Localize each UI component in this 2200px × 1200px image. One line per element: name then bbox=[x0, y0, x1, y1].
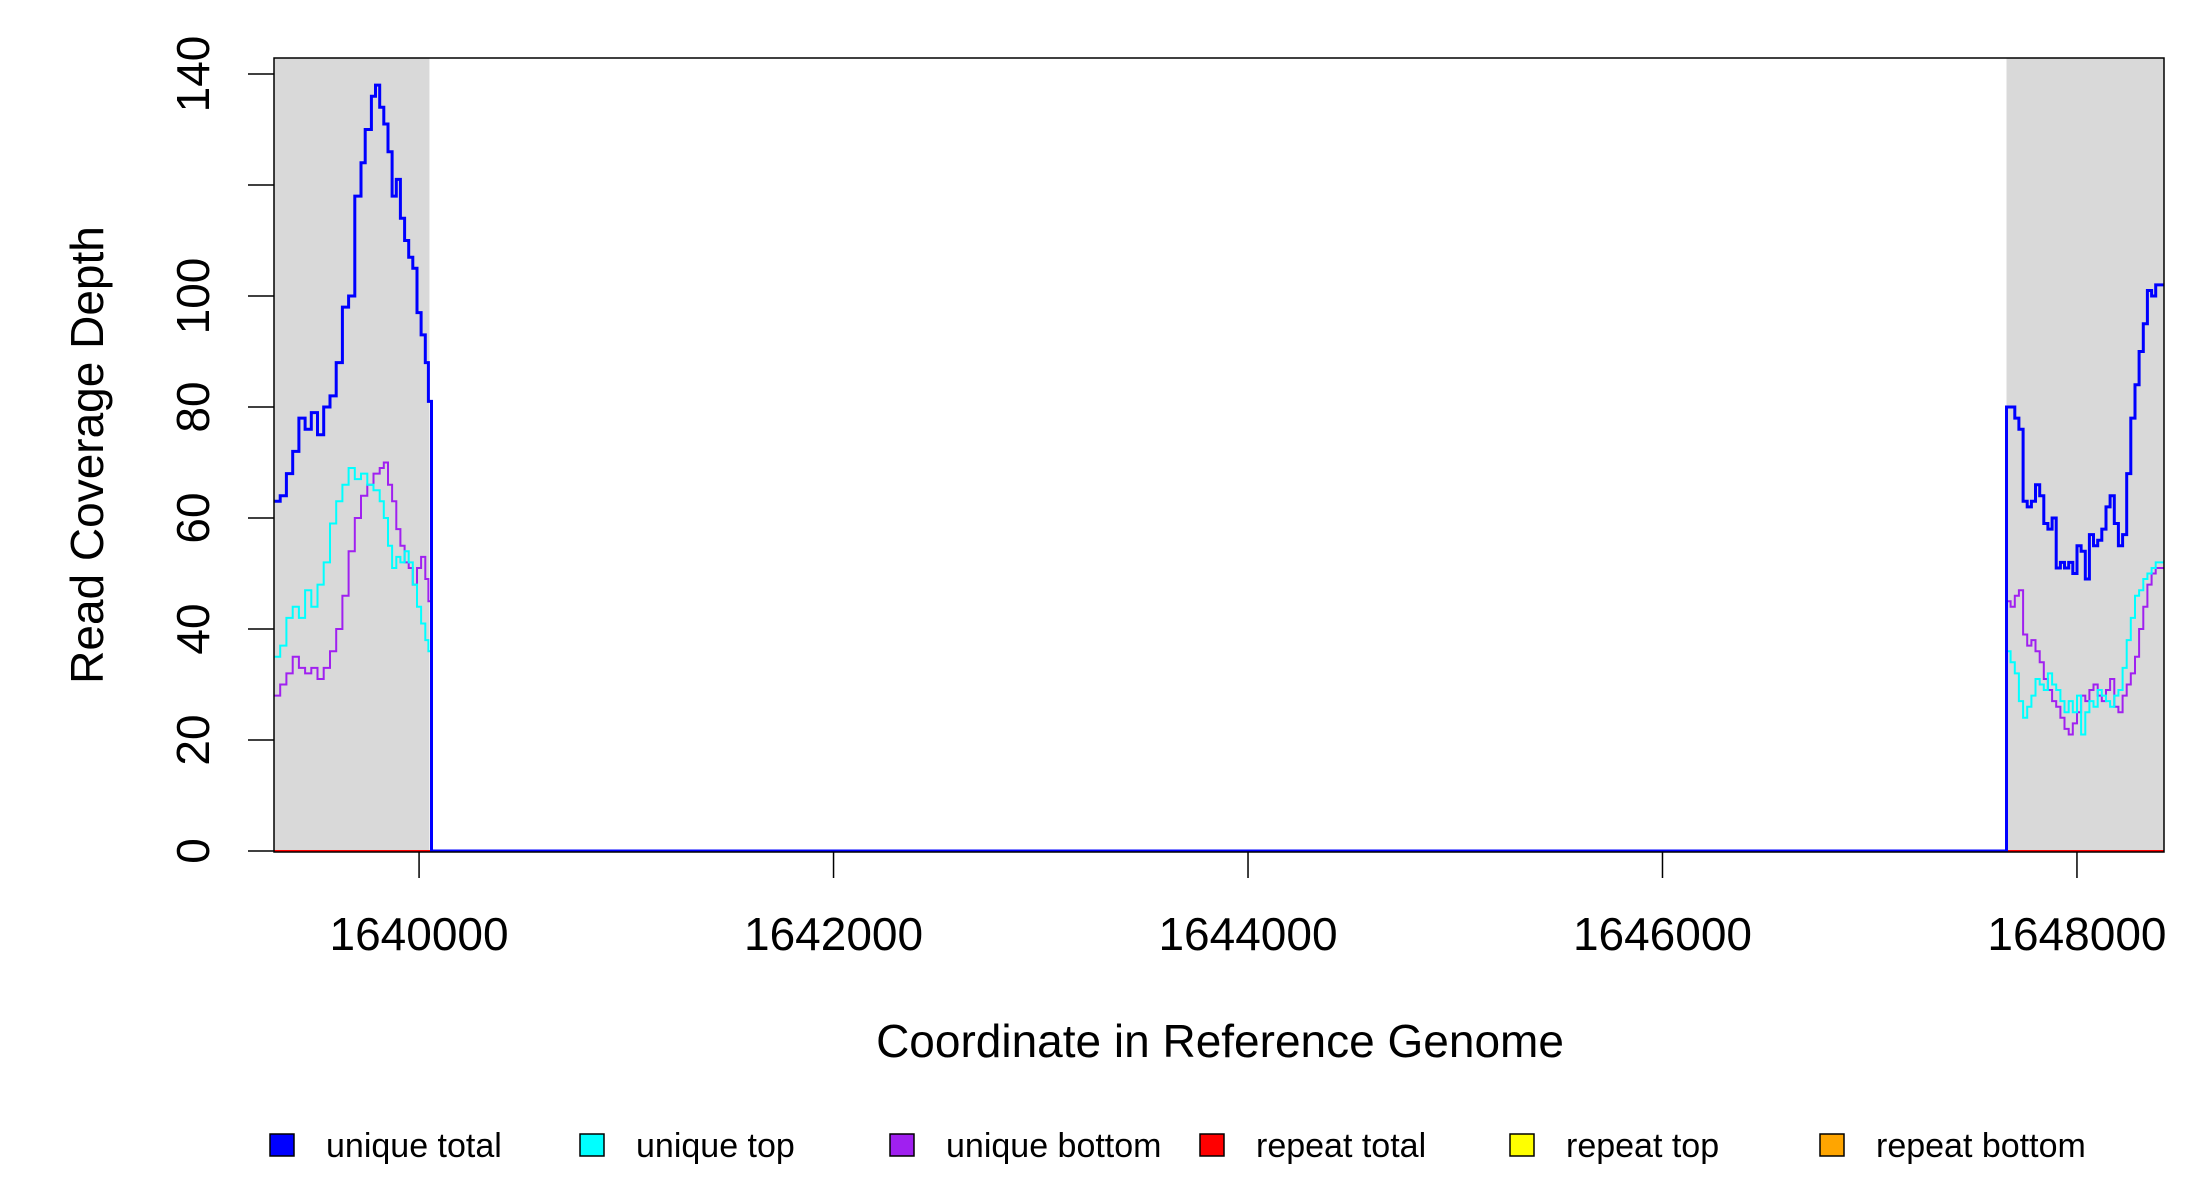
y-axis-title: Read Coverage Depth bbox=[61, 226, 113, 684]
y-tick-label: 0 bbox=[167, 838, 219, 864]
y-axis: 0 20 40 60 80 100 140 bbox=[167, 36, 274, 864]
series-line-unique-total bbox=[274, 83, 2164, 853]
y-tick-label: 100 bbox=[167, 258, 219, 335]
series-line-unique-top bbox=[274, 467, 2164, 852]
legend-swatch bbox=[1199, 1133, 1225, 1157]
y-tick-label: 140 bbox=[167, 36, 219, 113]
x-tick-label: 1644000 bbox=[1158, 908, 1337, 960]
y-tick-label: 20 bbox=[167, 714, 219, 765]
legend-label: unique bottom bbox=[946, 1127, 1162, 1165]
y-tick-label: 60 bbox=[167, 492, 219, 543]
plot-frame bbox=[273, 57, 2165, 853]
legend-label: unique top bbox=[636, 1127, 795, 1165]
x-tick-label: 1640000 bbox=[330, 908, 509, 960]
x-axis-title: Coordinate in Reference Genome bbox=[876, 1015, 1564, 1067]
legend-swatch bbox=[1509, 1133, 1535, 1157]
y-tick-label: 80 bbox=[167, 381, 219, 432]
legend-swatch bbox=[1819, 1133, 1845, 1157]
series-line-unique-bottom bbox=[274, 461, 2164, 852]
legend-swatch bbox=[269, 1133, 295, 1157]
legend-swatch bbox=[889, 1133, 915, 1157]
x-tick-label: 1646000 bbox=[1573, 908, 1752, 960]
legend-label: repeat top bbox=[1566, 1127, 1719, 1165]
x-axis: 1640000 1642000 1644000 1646000 1648000 bbox=[330, 852, 2167, 960]
shaded-regions bbox=[274, 58, 2164, 852]
series-lines bbox=[274, 83, 2164, 853]
legend-swatch bbox=[579, 1133, 605, 1157]
legend-label: repeat total bbox=[1256, 1127, 1426, 1165]
legend-label: repeat bottom bbox=[1876, 1127, 2086, 1165]
legend-label: unique total bbox=[326, 1127, 502, 1165]
y-tick-label: 40 bbox=[167, 603, 219, 654]
legend: unique total unique top unique bottom repea… bbox=[269, 1127, 2086, 1165]
x-tick-label: 1642000 bbox=[744, 908, 923, 960]
shaded-region-0 bbox=[274, 58, 430, 852]
x-tick-label: 1648000 bbox=[1987, 908, 2166, 960]
